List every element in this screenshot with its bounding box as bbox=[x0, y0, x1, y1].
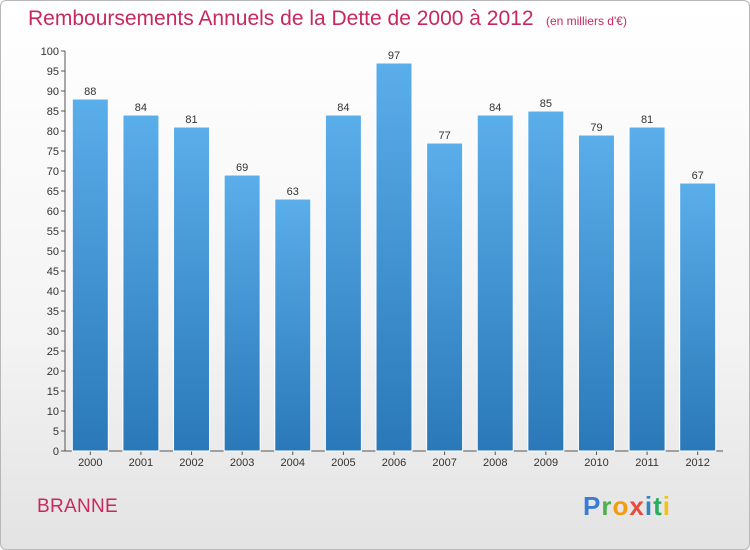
x-tick-label-2012: 2012 bbox=[685, 457, 709, 469]
x-tick-label-2009: 2009 bbox=[534, 457, 558, 469]
bar-2001 bbox=[122, 114, 160, 452]
bar-2000 bbox=[71, 98, 109, 452]
value-label-2001: 84 bbox=[135, 102, 147, 114]
value-label-2003: 69 bbox=[236, 162, 248, 174]
bar-2007 bbox=[426, 142, 464, 452]
x-tick-label-2003: 2003 bbox=[230, 457, 254, 469]
y-tick-label: 75 bbox=[47, 146, 59, 158]
value-label-2011: 81 bbox=[641, 114, 653, 126]
x-tick-label-2010: 2010 bbox=[584, 457, 608, 469]
bar-2012 bbox=[679, 182, 717, 452]
title-row: Remboursements Annuels de la Dette de 20… bbox=[28, 7, 627, 31]
x-tick-label-2006: 2006 bbox=[382, 457, 406, 469]
value-label-2009: 85 bbox=[540, 98, 552, 110]
y-tick-label: 95 bbox=[47, 66, 59, 78]
y-tick-label: 50 bbox=[47, 246, 59, 258]
value-label-2004: 63 bbox=[287, 186, 299, 198]
y-tick-label: 0 bbox=[53, 446, 59, 458]
value-label-2000: 88 bbox=[84, 86, 96, 98]
bar-2003 bbox=[223, 174, 261, 452]
y-tick-label: 60 bbox=[47, 206, 59, 218]
value-label-2010: 79 bbox=[590, 122, 602, 134]
x-tick-label-2007: 2007 bbox=[432, 457, 456, 469]
y-tick-label: 100 bbox=[41, 46, 59, 58]
y-tick-label: 35 bbox=[47, 306, 59, 318]
value-label-2008: 84 bbox=[489, 102, 501, 114]
y-tick-label: 5 bbox=[53, 426, 59, 438]
bar-2010 bbox=[577, 134, 615, 452]
y-tick-label: 20 bbox=[47, 366, 59, 378]
y-tick-label: 40 bbox=[47, 286, 59, 298]
value-label-2002: 81 bbox=[185, 114, 197, 126]
chart-subtitle: (en milliers d'€) bbox=[545, 14, 627, 28]
bar-2005 bbox=[324, 114, 362, 452]
value-label-2012: 67 bbox=[692, 170, 704, 182]
y-tick-label: 45 bbox=[47, 266, 59, 278]
x-tick-label-2008: 2008 bbox=[483, 457, 507, 469]
y-tick-label: 15 bbox=[47, 386, 59, 398]
bar-2006 bbox=[375, 62, 413, 452]
y-tick-label: 65 bbox=[47, 186, 59, 198]
y-tick-label: 70 bbox=[47, 166, 59, 178]
y-tick-label: 85 bbox=[47, 106, 59, 118]
x-tick-label-2000: 2000 bbox=[78, 457, 102, 469]
chart-title: Remboursements Annuels de la Dette de 20… bbox=[28, 7, 534, 30]
proxiti-logo[interactable]: Proxiti bbox=[583, 491, 671, 521]
bar-2008 bbox=[476, 114, 514, 452]
y-tick-label: 10 bbox=[47, 406, 59, 418]
value-label-2006: 97 bbox=[388, 50, 400, 62]
x-tick-label-2005: 2005 bbox=[331, 457, 355, 469]
town-name: BRANNE bbox=[37, 496, 118, 517]
bar-2004 bbox=[274, 198, 312, 452]
y-tick-label: 80 bbox=[47, 126, 59, 138]
bar-2002 bbox=[173, 126, 211, 452]
y-tick-label: 55 bbox=[47, 226, 59, 238]
x-tick-label-2002: 2002 bbox=[179, 457, 203, 469]
y-tick-label: 90 bbox=[47, 86, 59, 98]
value-label-2007: 77 bbox=[438, 130, 450, 142]
x-tick-label-2004: 2004 bbox=[281, 457, 305, 469]
x-tick-label-2011: 2011 bbox=[635, 457, 659, 469]
bar-2011 bbox=[628, 126, 666, 452]
y-tick-label: 30 bbox=[47, 326, 59, 338]
x-tick-label-2001: 2001 bbox=[129, 457, 153, 469]
value-label-2005: 84 bbox=[337, 102, 349, 114]
bar-2009 bbox=[527, 110, 565, 452]
y-tick-label: 25 bbox=[47, 346, 59, 358]
bars-group: 88 84 81 69 63 84 97 77 84 85 79 81 67 bbox=[71, 50, 717, 452]
